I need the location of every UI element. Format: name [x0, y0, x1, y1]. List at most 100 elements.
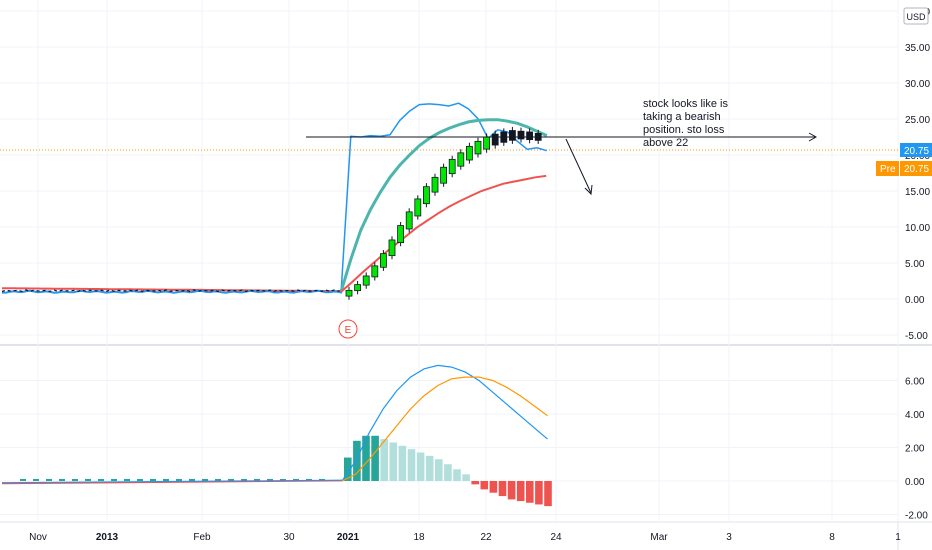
histogram-bar-flat — [85, 478, 91, 481]
macd-flat-line — [1, 479, 343, 484]
histogram-bar-flat — [72, 478, 78, 481]
macd-histogram — [20, 435, 552, 507]
histogram-bar — [453, 469, 461, 481]
histogram-bar-flat — [215, 478, 221, 481]
time-tick-label: 24 — [550, 532, 562, 543]
histogram-bar — [389, 442, 398, 481]
histogram-bar — [498, 481, 507, 497]
macd-lines — [1, 364, 548, 485]
histogram-bar-flat — [137, 478, 143, 481]
time-tick-label: 2013 — [96, 532, 119, 543]
price-tick-label: 25.00 — [905, 115, 930, 126]
histogram-bar — [407, 449, 416, 481]
histogram-bar — [444, 464, 452, 481]
annotation-line-3: position. sto loss — [643, 124, 725, 136]
candle-body — [371, 265, 379, 278]
macd-tick-label: -2.00 — [905, 511, 928, 522]
currency-selector[interactable]: USD — [903, 7, 929, 25]
histogram-bar-flat — [189, 478, 195, 481]
histogram-bar-flat — [111, 478, 117, 481]
earnings-marker[interactable]: E — [338, 319, 358, 339]
candle-body — [517, 130, 525, 140]
candlestick-series — [345, 126, 542, 300]
annotation-line-4: above 22 — [643, 137, 688, 149]
histogram-bar — [425, 455, 434, 481]
macd-tick-label: 6.00 — [905, 377, 925, 388]
ma-slow-line — [340, 174, 547, 293]
premarket-label: Pre — [880, 164, 896, 175]
last-price-value: 20.75 — [904, 146, 929, 157]
histogram-bar — [507, 481, 516, 500]
histogram-bar — [544, 481, 552, 507]
histogram-bar — [344, 457, 352, 481]
flat-candles — [1, 289, 343, 293]
bearish-arrow — [565, 138, 592, 194]
histogram-bar-flat — [267, 478, 273, 481]
macd-flat-signal — [1, 479, 343, 485]
macd-tick-label: 4.00 — [905, 410, 925, 421]
price-tick-label: 15.00 — [905, 187, 930, 198]
candle-body — [388, 239, 396, 257]
time-tick-label: 18 — [413, 532, 425, 543]
histogram-bar-flat — [254, 478, 260, 481]
time-tick-label: 3 — [726, 532, 732, 543]
indicator-lines — [339, 102, 548, 294]
flat-price-series — [1, 287, 343, 294]
signal-line — [341, 376, 548, 482]
price-tick-label: 5.00 — [905, 259, 925, 270]
annotation-line-1: stock looks like is — [643, 98, 728, 110]
earnings-marker-label: E — [345, 325, 352, 336]
candle-body — [474, 140, 482, 155]
candle-body — [422, 186, 430, 205]
histogram-bar-flat — [280, 478, 286, 481]
histogram-bar — [462, 474, 470, 481]
premarket-value: 20.75 — [904, 164, 929, 175]
premarket-badge: Pre 20.75 — [876, 161, 932, 176]
histogram-bar — [435, 459, 443, 481]
histogram-bar-flat — [176, 478, 182, 481]
user-drawings[interactable] — [306, 132, 818, 196]
currency-label: USD — [906, 12, 926, 22]
time-tick-label: 30 — [283, 532, 295, 543]
candle-body — [465, 145, 473, 161]
histogram-bar-flat — [150, 478, 156, 481]
candle-body — [508, 130, 516, 141]
flat-ma-slow — [1, 287, 343, 293]
candle-body — [491, 133, 499, 146]
time-tick-label: 2021 — [337, 532, 360, 543]
histogram-bar — [371, 435, 379, 481]
candle-body — [414, 198, 422, 217]
histogram-bar — [398, 445, 407, 481]
histogram-bar-flat — [241, 478, 247, 481]
histogram-bar-flat — [46, 478, 52, 481]
histogram-bar — [480, 481, 489, 490]
histogram-bar-flat — [202, 478, 208, 481]
candle-body — [431, 176, 439, 193]
candle-body — [405, 211, 413, 230]
histogram-bar-flat — [163, 478, 169, 481]
candle-body — [354, 284, 362, 292]
histogram-bar — [380, 439, 388, 481]
resistance-arrowhead — [808, 132, 818, 142]
price-tick-label: -5.00 — [905, 331, 928, 342]
histogram-bar — [416, 452, 425, 481]
time-axis[interactable]: Nov 2013 Feb 30 2021 18 22 24 Mar 3 8 1 — [29, 532, 901, 543]
histogram-bar — [516, 481, 525, 502]
candle-body — [483, 136, 491, 150]
macd-tick-label: 2.00 — [905, 444, 925, 455]
histogram-bar-flat — [20, 478, 26, 481]
flat-bollinger — [2, 289, 343, 294]
time-tick-label: 8 — [829, 532, 835, 543]
last-price-badge: 20.75 — [900, 143, 932, 157]
histogram-bar — [526, 481, 534, 503]
candle-body — [440, 166, 448, 184]
histogram-bar — [535, 481, 543, 505]
macd-line — [341, 364, 548, 482]
price-axis[interactable]: 40.0035.0030.0025.0020.0015.0010.005.000… — [905, 7, 930, 522]
histogram-bar — [362, 435, 370, 481]
candle-body — [457, 152, 465, 167]
time-tick-label: 1 — [895, 532, 901, 543]
candle-body — [345, 289, 353, 297]
histogram-bar-flat — [98, 478, 104, 481]
